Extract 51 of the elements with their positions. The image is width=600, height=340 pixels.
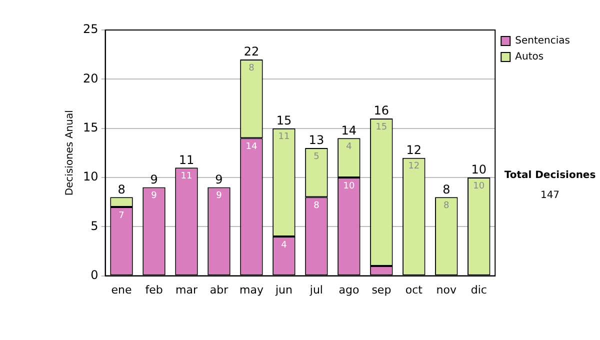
data-label: 9 <box>216 191 222 202</box>
y-tick-label: 5 <box>90 218 98 233</box>
total-label: 11 <box>178 152 194 167</box>
data-label: 10 <box>473 181 485 192</box>
total-label: 22 <box>244 44 260 59</box>
total-label: 9 <box>215 172 223 186</box>
data-label: 10 <box>343 181 355 192</box>
total-label: 16 <box>374 104 390 118</box>
y-tick-label: 20 <box>82 71 98 86</box>
data-label: 9 <box>151 191 158 202</box>
text: Total Decisiones <box>503 170 597 181</box>
total-label: 9 <box>150 172 158 186</box>
x-tick-label: dic <box>470 283 487 296</box>
y-tick-label: 15 <box>82 120 98 134</box>
x-tick-label: ene <box>111 283 132 296</box>
x-tick-label: feb <box>145 283 163 296</box>
total-label: 10 <box>471 162 487 177</box>
total-label: 13 <box>308 133 324 148</box>
x-tick-label: jun <box>274 283 292 296</box>
y-tick-label: 0 <box>90 268 98 282</box>
data-label: 7 <box>118 210 124 221</box>
data-label: 14 <box>246 142 258 152</box>
data-label: 5 <box>314 152 320 162</box>
data-label: 11 <box>180 171 192 182</box>
x-tick-label: may <box>239 283 264 296</box>
y-tick-label: 25 <box>82 22 98 36</box>
y-axis-title: Decisiones Anual <box>64 110 76 196</box>
x-tick-label: nov <box>436 283 457 296</box>
x-tick-label: oct <box>405 283 424 296</box>
total-label: 15 <box>276 113 292 128</box>
data-label: 4 <box>281 240 288 250</box>
text: 147 <box>539 190 561 201</box>
data-label: 11 <box>278 132 290 142</box>
y-tick-label: 10 <box>82 170 98 184</box>
data-label: 8 <box>248 63 255 74</box>
total-label: 8 <box>442 182 450 196</box>
x-tick-label: sep <box>372 283 392 296</box>
legend-label: Autos <box>515 52 544 63</box>
total-label: 12 <box>406 142 422 157</box>
x-tick-label: ago <box>338 283 360 296</box>
x-tick-label: mar <box>176 283 198 296</box>
data-label: 8 <box>444 200 450 211</box>
data-label: 8 <box>314 200 320 211</box>
data-label: 4 <box>346 142 352 152</box>
x-tick-label: abr <box>210 283 229 296</box>
legend-label: Sentencias <box>515 36 570 47</box>
x-tick-label: jul <box>308 283 323 296</box>
data-label: 15 <box>376 122 388 132</box>
total-label: 14 <box>341 123 357 138</box>
data-label: 12 <box>408 162 420 172</box>
total-label: 8 <box>118 182 126 196</box>
